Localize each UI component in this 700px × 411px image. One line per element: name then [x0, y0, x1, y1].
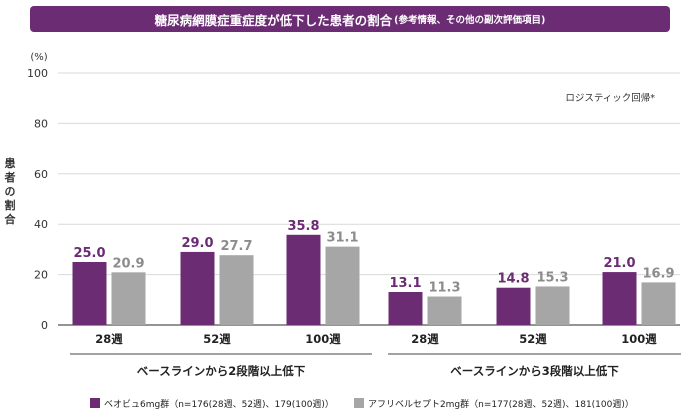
y-tick-label: 100 [27, 67, 48, 80]
y-axis-title-char: 割 [5, 198, 16, 212]
bar-beovu [180, 251, 215, 325]
legend-label-beovu: ベオビュ6mg群（n=176(28週、52週)、179(100週)） [104, 399, 334, 410]
chart-title: 糖尿病網膜症重症度が低下した患者の割合 [154, 12, 393, 28]
chart-subtitle: (参考情報、その他の副次評価項目) [394, 15, 546, 26]
legend-swatch-beovu [90, 398, 100, 408]
y-axis-title-char: の [5, 185, 16, 198]
x-tick-label: 28週 [411, 332, 439, 346]
legend: ベオビュ6mg群（n=176(28週、52週)、179(100週)） アフリベル… [90, 396, 634, 410]
bar-aflibercept [641, 282, 676, 325]
bar-beovu [496, 287, 531, 325]
data-label-beovu: 21.0 [603, 256, 635, 271]
x-tick-label: 52週 [203, 332, 231, 346]
bar-beovu [388, 291, 423, 325]
data-label-aflibercept: 16.9 [642, 266, 674, 281]
y-axis-title-char: 者 [4, 170, 16, 184]
y-tick-label: 60 [34, 168, 48, 181]
bar-beovu [72, 262, 107, 325]
data-label-aflibercept: 15.3 [536, 270, 568, 285]
bar-aflibercept [535, 286, 570, 325]
group-label-2-step: ベースラインから2段階以上低下 [137, 364, 306, 378]
regression-note: ロジスティック回帰* [565, 92, 655, 104]
data-label-aflibercept: 27.7 [220, 239, 252, 254]
data-label-aflibercept: 20.9 [112, 256, 144, 271]
legend-label-aflibercept: アフリベルセプト2mg群（n=177(28週、52週)、181(100週)） [367, 399, 634, 410]
bar-aflibercept [325, 246, 360, 325]
y-tick-label: 80 [34, 117, 48, 130]
bar-aflibercept [219, 255, 254, 325]
data-label-beovu: 14.8 [497, 272, 529, 287]
y-axis-title-char: 患 [5, 156, 16, 170]
x-tick-label: 28週 [95, 332, 123, 346]
y-unit-label: (%) [30, 52, 47, 63]
legend-item-aflibercept: アフリベルセプト2mg群（n=177(28週、52週)、181(100週)） [353, 397, 634, 410]
legend-item-beovu: ベオビュ6mg群（n=176(28週、52週)、179(100週)） [90, 397, 334, 410]
group-label-3-step: ベースラインから3段階以上低下 [450, 364, 619, 378]
bar-beovu [286, 234, 321, 325]
chart-header-banner: 糖尿病網膜症重症度が低下した患者の割合 (参考情報、その他の副次評価項目) [30, 6, 670, 32]
y-tick-label: 40 [34, 218, 48, 231]
data-label-beovu: 25.0 [73, 246, 105, 261]
bar-aflibercept [111, 272, 146, 325]
bar-beovu [602, 272, 637, 325]
data-label-beovu: 35.8 [287, 219, 319, 234]
data-label-beovu: 13.1 [389, 276, 421, 291]
data-label-aflibercept: 11.3 [428, 281, 460, 296]
bar-aflibercept [427, 296, 462, 325]
x-tick-label: 100週 [305, 332, 341, 346]
x-tick-label: 100週 [621, 332, 657, 346]
y-tick-label: 0 [41, 319, 48, 332]
data-label-aflibercept: 31.1 [326, 231, 358, 246]
data-label-beovu: 29.0 [181, 236, 213, 251]
y-axis-title-char: 合 [5, 212, 17, 226]
x-tick-label: 52週 [519, 332, 547, 346]
legend-swatch-aflibercept [353, 398, 364, 408]
y-tick-label: 20 [34, 269, 48, 282]
